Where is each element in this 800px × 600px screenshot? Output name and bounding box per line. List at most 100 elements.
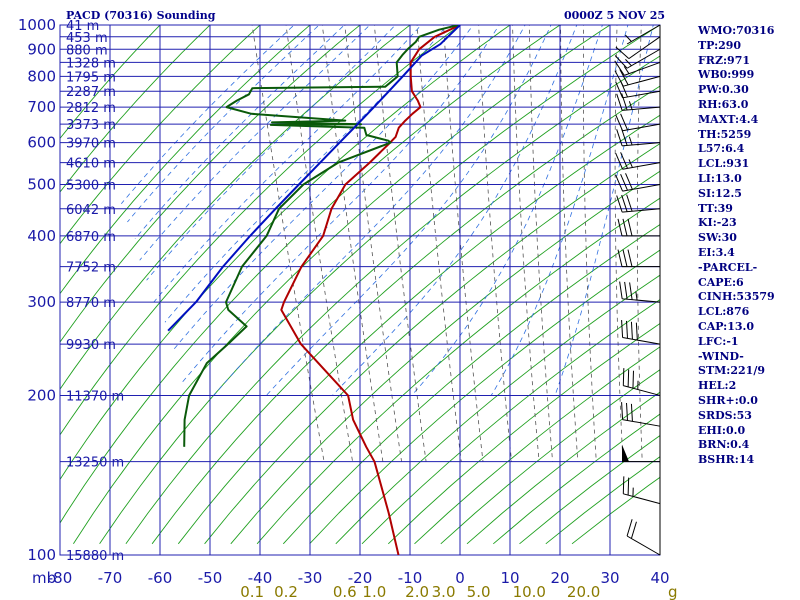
temperature-tick-label: 10 [500,569,519,587]
wind-barb-half [628,136,633,146]
wind-barb-full [629,282,633,300]
dry-adiabat [204,143,660,545]
moist-adiabat [153,25,422,303]
dry-adiabat [151,85,660,545]
index-item: BSHR:14 [698,453,755,467]
wind-barb-full [626,519,633,537]
wind-barb [622,476,661,505]
temperature-tick-label: -80 [48,569,73,587]
index-item: KI:-23 [698,216,737,230]
wind-barb-full [619,69,629,86]
index-item: SI:12.5 [698,186,742,200]
wind-barbs [614,24,661,556]
height-label: 3373 m [66,118,116,133]
wind-barb-full [624,281,628,300]
wind-barb [615,113,661,132]
temperature-tick-label: -50 [198,569,223,587]
mixing-ratio-tick-label: 0.6 [333,583,357,600]
pressure-tick-label: 900 [27,40,56,58]
temperature-tick-label: 40 [650,569,669,587]
wind-barb [617,218,660,237]
index-item: CAPE:6 [698,275,744,289]
moist-adiabat [332,25,578,396]
temperature-tick-label: -40 [248,569,273,587]
dry-adiabat [99,25,660,545]
wind-barb-half [625,59,632,67]
wind-barb-staff [623,493,661,505]
wind-barb [619,281,661,303]
wind-barb-full [621,402,624,420]
wind-barb-half [628,101,633,110]
dry-adiabat [230,170,660,545]
index-item: CINH:53579 [698,290,775,304]
index-item: TH:5259 [698,127,752,141]
valid-time: 0000Z 5 NOV 25 [564,9,666,22]
wind-barb [614,48,661,69]
index-item: TP:290 [698,38,742,52]
wind-barb-full [630,321,633,340]
pressure-tick-label: 400 [27,227,56,245]
wind-barb-staff [623,385,661,396]
wind-barb-staff [622,162,661,170]
temperature-line [280,25,461,555]
mixing-ratio-line [321,25,384,462]
wind-barb [615,173,661,192]
index-item: EHI:0.0 [698,423,746,437]
index-item: EI:3.4 [698,245,735,259]
dry-adiabat [361,299,660,545]
moist-adiabat [490,25,629,396]
pressure-tick-label: 1000 [18,16,56,34]
index-item: LI:13.0 [698,171,742,185]
pressure-tick-label: 700 [27,98,56,116]
height-label: 2812 m [66,101,116,116]
dry-adiabat [256,197,660,545]
dry-adiabat [73,25,611,545]
moist-adiabat [213,25,526,396]
height-label: 4610 m [66,157,116,172]
wind-barb-staff [622,142,661,147]
wind-barb-full [616,93,623,111]
wind-barb-staff [628,36,661,60]
mixing-ratio-tick-label: 0.1 [240,583,264,600]
mixing-ratio-tick-label: 3.0 [432,583,456,600]
dry-adiabat [125,55,660,545]
pressure-tick-label: 200 [27,386,56,404]
height-label: 6870 m [66,230,116,245]
index-item: FRZ:971 [698,53,751,67]
moist-adiabat [146,25,396,281]
wind-barb [616,194,661,213]
height-label: 7752 m [66,261,116,276]
mixing-ratio-line [583,25,597,462]
index-item: MAXT:4.4 [698,112,759,126]
moist-adiabat [266,25,552,396]
wind-barb [626,519,661,556]
profiles [167,25,461,555]
temperature-tick-label: -10 [398,569,423,587]
wind-barb-full [627,369,630,387]
mixing-ratio-line [416,25,462,462]
wind-barb-full [620,80,628,98]
height-label: 8770 m [66,296,116,311]
index-item: LFC:-1 [698,334,739,348]
height-label: 13250 m [66,456,124,471]
wind-barb-staff [622,337,661,345]
mixing-ratio-unit: g [668,583,678,600]
wind-barb-full [626,194,633,212]
temperature-tick-label: -30 [298,569,323,587]
dry-adiabat [309,249,660,545]
dry-adiabat [60,25,361,343]
pressure-tick-label: 800 [27,67,56,85]
dry-adiabat [60,25,261,245]
dry-adiabat [387,322,660,545]
mixing-ratio-tick-label: 2.0 [405,583,429,600]
moist-adiabat [173,25,474,349]
height-label: 880 m [66,43,108,58]
index-item: TT:39 [698,201,733,215]
wind-barb-full [622,249,628,267]
dry-adiabat [60,25,511,481]
dry-adiabat [60,25,211,193]
mixing-ratio-tick-label: 1.0 [362,583,386,600]
wind-barb-full [615,174,624,192]
wind-barb-full [617,218,623,237]
wind-barb [614,60,661,76]
